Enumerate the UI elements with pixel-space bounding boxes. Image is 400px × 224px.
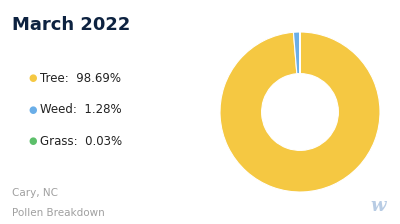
Text: Tree:  98.69%: Tree: 98.69% bbox=[40, 72, 121, 85]
Wedge shape bbox=[220, 32, 380, 192]
Text: Pollen Breakdown: Pollen Breakdown bbox=[12, 208, 105, 218]
Wedge shape bbox=[294, 32, 300, 74]
Text: Cary, NC: Cary, NC bbox=[12, 188, 58, 198]
Text: Weed:  1.28%: Weed: 1.28% bbox=[40, 103, 122, 116]
Text: ●: ● bbox=[28, 73, 36, 83]
Text: w: w bbox=[370, 197, 386, 215]
Text: ●: ● bbox=[28, 136, 36, 146]
Text: Grass:  0.03%: Grass: 0.03% bbox=[40, 135, 122, 148]
Text: ●: ● bbox=[28, 105, 36, 115]
Text: March 2022: March 2022 bbox=[12, 16, 130, 34]
